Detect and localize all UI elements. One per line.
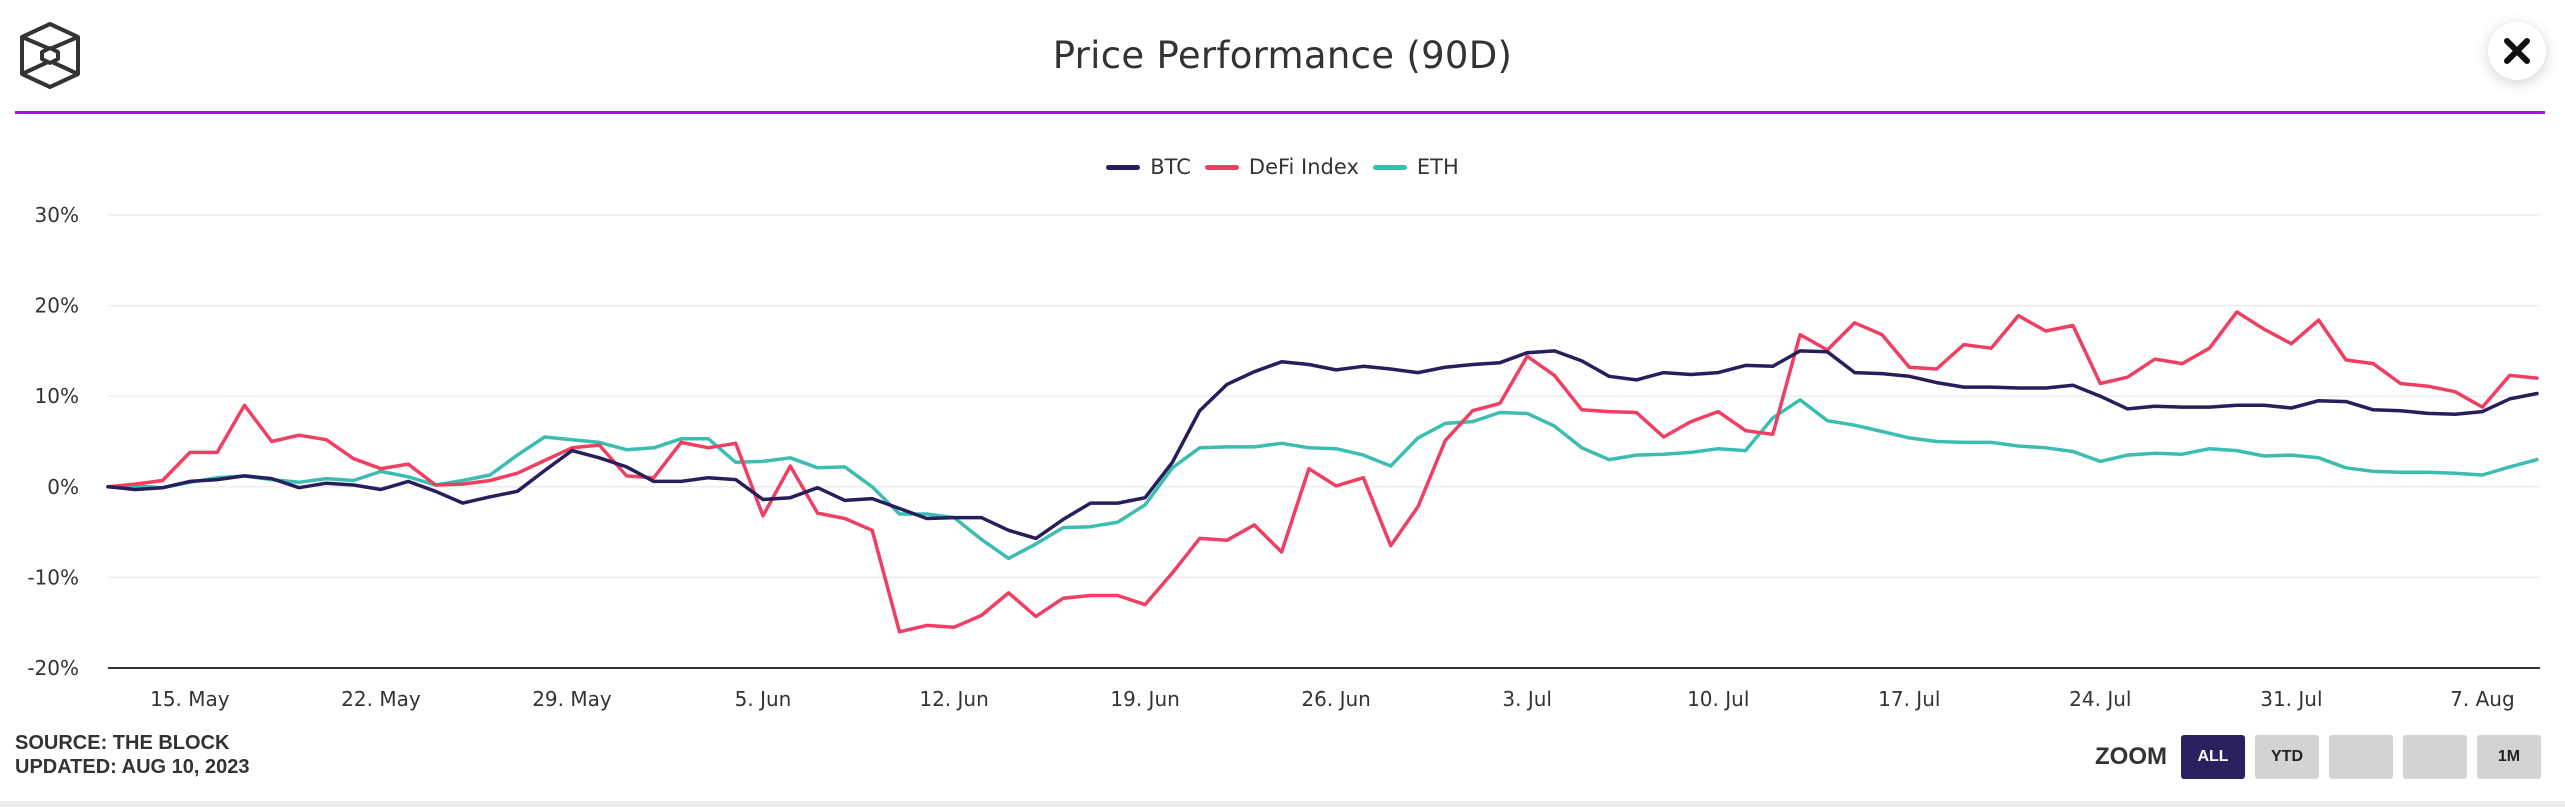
zoom-button-1m[interactable]: 1M (2477, 735, 2541, 779)
series-line-defi-index[interactable] (106, 310, 2539, 634)
page-title: Price Performance (90D) (1052, 34, 1513, 77)
x-tick-label: 10. Jul (1687, 687, 1749, 711)
zoom-button-blank-1[interactable] (2329, 735, 2393, 779)
header-divider (15, 111, 2545, 114)
legend-item-eth[interactable]: ETH (1372, 155, 1459, 179)
legend-swatch-defi (1204, 164, 1239, 170)
legend-label-eth: ETH (1416, 155, 1459, 179)
source-info: SOURCE: THE BLOCK UPDATED: AUG 10, 2023 (15, 731, 250, 779)
zoom-button-all[interactable]: ALL (2181, 735, 2245, 779)
price-performance-chart[interactable]: -20% -10% 0% 10% 20% 30% 15. May 22. May 29. Ma… (0, 0, 2565, 720)
cube-logo-icon[interactable] (15, 21, 85, 91)
zoom-button-blank-2[interactable] (2403, 735, 2467, 779)
x-tick-label: 15. May (150, 687, 230, 711)
x-tick-label: 31. Jul (2260, 687, 2322, 711)
legend-label-defi: DeFi Index (1248, 155, 1359, 179)
series-line-eth[interactable] (106, 398, 2539, 561)
legend-label-btc: BTC (1150, 155, 1191, 179)
y-tick-label: 30% (35, 203, 79, 227)
zoom-label: ZOOM (2095, 743, 2167, 770)
y-tick-label: 10% (35, 384, 79, 408)
legend-item-btc[interactable]: BTC (1106, 155, 1191, 179)
x-tick-label: 19. Jun (1110, 687, 1179, 711)
legend-swatch-eth (1372, 164, 1407, 170)
y-tick-label: 0% (47, 475, 79, 499)
y-tick-label: -10% (27, 565, 79, 589)
series-line-btc[interactable] (106, 349, 2539, 541)
legend-swatch-btc (1106, 164, 1141, 170)
x-tick-label: 5. Jun (735, 687, 792, 711)
x-tick-label: 17. Jul (1878, 687, 1940, 711)
updated-text: UPDATED: AUG 10, 2023 (15, 756, 250, 778)
y-tick-label: 20% (35, 294, 79, 318)
zoom-button-ytd[interactable]: YTD (2255, 735, 2319, 779)
x-tick-label: 26. Jun (1301, 687, 1370, 711)
y-tick-label: -20% (27, 656, 79, 680)
close-button[interactable] (2488, 22, 2546, 80)
zoom-controls: ZOOM ALL YTD 1M (2095, 735, 2541, 779)
bottom-border (0, 801, 2565, 807)
legend-item-defi[interactable]: DeFi Index (1204, 155, 1359, 179)
x-tick-label: 22. May (341, 687, 421, 711)
source-text: SOURCE: THE BLOCK (15, 732, 230, 754)
chart-legend: BTC DeFi Index ETH (0, 155, 2565, 179)
x-tick-label: 29. May (532, 687, 612, 711)
x-tick-label: 3. Jul (1502, 687, 1552, 711)
close-icon (2504, 38, 2530, 64)
x-tick-label: 7. Aug (2450, 687, 2515, 711)
x-tick-label: 24. Jul (2069, 687, 2131, 711)
x-tick-label: 12. Jun (919, 687, 988, 711)
